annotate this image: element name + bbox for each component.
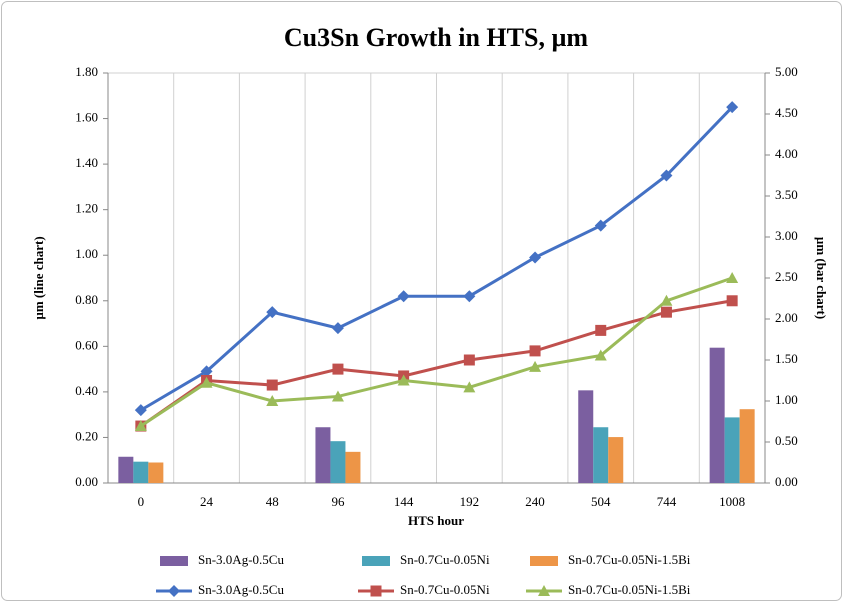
y2-tick-label: 3.50 <box>775 187 798 202</box>
marker <box>594 349 607 361</box>
y2-tick-label: 5.00 <box>775 64 798 79</box>
marker <box>397 290 410 303</box>
marker <box>529 251 542 264</box>
x-tick-label: 48 <box>266 494 279 509</box>
y-tick-label: 1.60 <box>75 110 98 125</box>
y2-tick-label: 3.00 <box>775 228 798 243</box>
y2-tick-label: 2.00 <box>775 310 798 325</box>
marker <box>168 585 180 597</box>
marker <box>266 379 278 391</box>
marker <box>594 219 607 232</box>
marker <box>726 272 739 283</box>
x-tick-label: 96 <box>331 494 345 509</box>
y2-tick-label: 4.50 <box>775 105 798 120</box>
x-tick-label: 240 <box>525 494 545 509</box>
y-tick-label: 1.00 <box>75 246 98 261</box>
marker <box>726 101 739 114</box>
marker <box>529 360 542 372</box>
bar <box>593 427 609 483</box>
y2-tick-label: 1.50 <box>775 351 798 366</box>
legend-swatch <box>362 556 390 566</box>
bar <box>315 427 331 483</box>
line <box>140 106 734 412</box>
marker <box>538 585 550 596</box>
y-tick-label: 1.20 <box>75 201 98 216</box>
bar <box>578 390 594 483</box>
marker <box>463 381 476 393</box>
marker <box>529 345 541 357</box>
chart-title: Cu3Sn Growth in HTS, µm <box>284 23 589 52</box>
legend-swatch <box>530 556 558 566</box>
x-tick-label: 0 <box>138 494 145 509</box>
x-tick-label: 744 <box>657 494 677 509</box>
bar <box>345 451 361 483</box>
y-tick-label: 1.80 <box>75 64 98 79</box>
line <box>140 276 733 428</box>
marker <box>200 365 213 378</box>
y-tick-label: 0.40 <box>75 383 98 398</box>
legend-label: Sn-0.7Cu-0.05Ni <box>400 582 490 597</box>
bar <box>739 409 755 483</box>
y2-tick-label: 0.50 <box>775 433 798 448</box>
y2-tick-label: 4.00 <box>775 146 798 161</box>
bar <box>608 437 624 483</box>
marker <box>397 374 410 386</box>
marker <box>134 420 147 432</box>
bar <box>709 347 725 483</box>
y-tick-label: 1.40 <box>75 155 98 170</box>
x-tick-label: 144 <box>394 494 414 509</box>
marker <box>660 169 673 182</box>
marker <box>660 294 673 306</box>
marker <box>331 322 344 335</box>
marker <box>660 306 672 318</box>
marker <box>266 395 279 406</box>
y-tick-label: 0.80 <box>75 292 98 307</box>
x-tick-label: 192 <box>460 494 480 509</box>
bar <box>330 441 346 483</box>
legend-label: Sn-0.7Cu-0.05Ni <box>400 552 490 567</box>
y-tick-label: 0.00 <box>75 474 98 489</box>
y2-tick-label: 2.50 <box>775 269 798 284</box>
bar <box>148 462 164 483</box>
marker <box>595 324 607 336</box>
marker <box>266 306 279 319</box>
legend-label: Sn-0.7Cu-0.05Ni-1.5Bi <box>568 582 691 597</box>
marker <box>463 354 475 366</box>
legend-label: Sn-0.7Cu-0.05Ni-1.5Bi <box>568 552 691 567</box>
x-tick-label: 504 <box>591 494 611 509</box>
bar <box>118 456 134 483</box>
legend-label: Sn-3.0Ag-0.5Cu <box>198 552 284 567</box>
marker <box>463 290 476 303</box>
marker <box>726 295 738 307</box>
marker <box>134 404 147 417</box>
y2-axis-label: µm (bar chart) <box>814 237 829 319</box>
marker <box>370 585 382 597</box>
legend-label: Sn-3.0Ag-0.5Cu <box>198 582 284 597</box>
x-tick-label: 1008 <box>719 494 745 509</box>
y-tick-label: 0.20 <box>75 428 98 443</box>
marker <box>331 390 344 402</box>
y-tick-label: 0.60 <box>75 337 98 352</box>
x-axis-label: HTS hour <box>408 513 464 528</box>
y2-tick-label: 1.00 <box>775 392 798 407</box>
x-tick-label: 24 <box>200 494 214 509</box>
legend-swatch <box>160 556 188 566</box>
marker <box>200 376 213 388</box>
line <box>139 299 733 428</box>
y-axis-label: µm (line chart) <box>31 236 46 319</box>
marker <box>332 363 344 375</box>
bar <box>133 461 149 483</box>
y2-tick-label: 0.00 <box>775 474 798 489</box>
bar <box>724 417 740 483</box>
